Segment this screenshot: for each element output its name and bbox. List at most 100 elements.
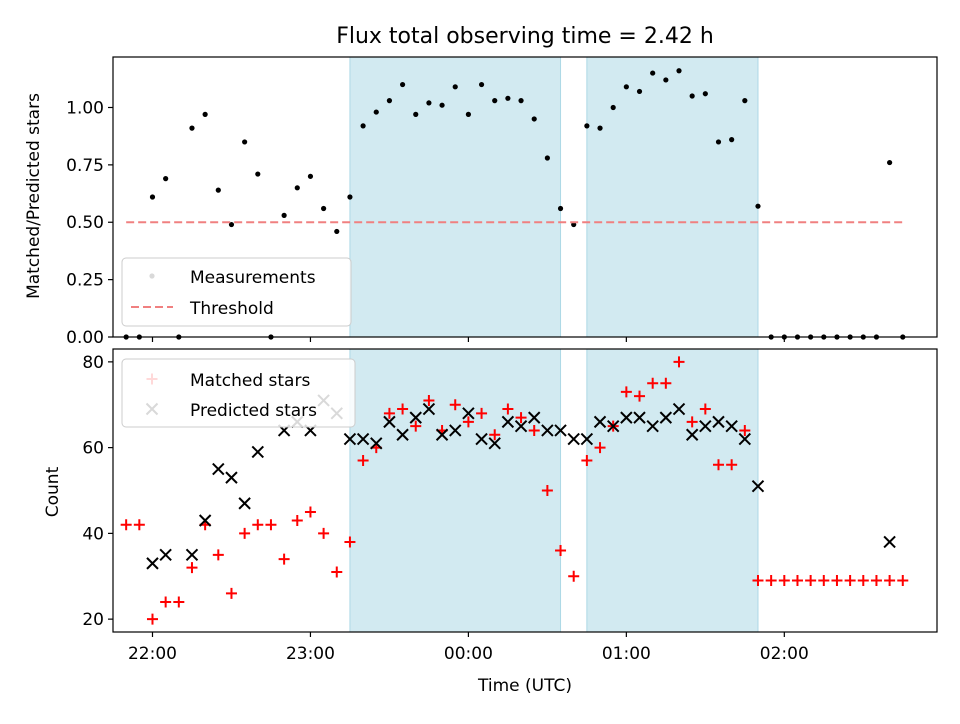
matched-star-point	[318, 527, 330, 539]
matched-star-point	[726, 459, 738, 471]
predicted-star-point	[738, 432, 752, 446]
x-tick-label: 01:00	[602, 644, 651, 664]
measurement-point	[729, 137, 735, 143]
predicted-star-point	[751, 480, 765, 493]
y-tick-label: 40	[82, 524, 104, 544]
measurement-point	[439, 102, 445, 108]
predicted-star-point	[422, 402, 436, 416]
y-tick-label: 0.50	[66, 213, 104, 233]
data-layer	[120, 68, 909, 625]
predicted-star-point	[685, 428, 699, 441]
matched-star-point	[423, 394, 435, 406]
matched-star-point	[146, 613, 158, 625]
predicted-star-point	[606, 419, 620, 433]
matched-star-point	[673, 356, 685, 368]
measurement-point	[597, 125, 603, 131]
y-tick-label: 0.00	[66, 328, 104, 348]
measurement-point	[426, 100, 432, 106]
shaded-intervals	[349, 56, 759, 633]
predicted-star-point	[238, 497, 251, 510]
y-tick-label: 60	[82, 439, 104, 459]
matched-star-point	[120, 519, 132, 531]
predicted-star-point	[672, 402, 686, 416]
matched-star-point	[660, 377, 672, 389]
predicted-star-point	[370, 437, 383, 450]
predicted-star-point	[475, 432, 488, 446]
matched-star-point	[265, 519, 277, 531]
matched-star-point	[239, 527, 251, 539]
y-axis-label-top: Matched/Predicted stars	[24, 93, 44, 299]
matched-star-point	[791, 575, 803, 587]
measurement-point	[623, 84, 629, 90]
predicted-star-point	[159, 548, 172, 562]
matched-star-point	[581, 454, 593, 466]
measurement-point	[413, 111, 419, 117]
measurement-point	[294, 185, 300, 191]
measurement-point	[689, 93, 695, 99]
measurement-point	[557, 205, 564, 212]
x-tick-label: 02:00	[760, 644, 809, 664]
matched-star-point	[502, 403, 514, 415]
measurement-point	[373, 109, 379, 115]
matched-star-point	[765, 575, 777, 587]
measurement-point	[452, 84, 458, 90]
matched-star-point	[818, 575, 830, 587]
x-tick-label: 23:00	[286, 644, 335, 664]
matched-star-point	[647, 377, 659, 389]
x-tick-label: 22:00	[128, 644, 177, 664]
legend-label-measurements: Measurements	[190, 268, 316, 288]
matched-star-point	[568, 570, 580, 582]
measurement-point	[518, 98, 524, 104]
matched-star-point	[528, 424, 540, 436]
matched-star-point	[291, 515, 303, 527]
y-tick-label: 0.25	[66, 271, 104, 291]
matched-star-point	[541, 485, 553, 496]
ticks-layer: 0.00 0.25 0.50 0.75 1.00 20 40 60 80 22:00 23:00 00…	[66, 98, 809, 664]
measurement-point	[492, 98, 498, 104]
y-tick-label: 1.00	[66, 98, 104, 118]
matched-star-point	[278, 553, 290, 565]
axes-layer	[112, 56, 938, 633]
matched-star-point	[397, 403, 409, 415]
matched-star-point	[515, 412, 527, 424]
shaded-interval	[349, 348, 562, 633]
matched-star-point	[857, 575, 869, 587]
measurement-point	[307, 173, 314, 179]
measurement-point	[399, 81, 406, 88]
matched-star-point	[712, 459, 724, 471]
measurement-point	[321, 205, 327, 212]
measurement-point	[386, 98, 393, 104]
chart-title: Flux total observing time = 2.42 h	[336, 24, 714, 49]
matched-star-point	[699, 403, 711, 415]
predicted-star-point	[251, 445, 264, 459]
matched-star-point	[897, 575, 909, 587]
y-tick-label: 0.75	[66, 156, 104, 176]
predicted-star-point	[659, 411, 673, 424]
matched-star-point	[752, 575, 764, 587]
predicted-star-point	[514, 419, 528, 433]
measurement-point	[584, 123, 590, 129]
measurement-point	[163, 176, 169, 182]
matched-star-point	[831, 575, 843, 587]
predicted-star-point	[541, 424, 554, 437]
matched-star-point	[383, 407, 395, 419]
predicted-star-point	[462, 407, 475, 420]
predicted-star-point	[343, 432, 357, 446]
predicted-star-point	[593, 415, 607, 429]
matched-star-point	[133, 519, 145, 531]
measurement-point	[189, 125, 195, 131]
measurement-point	[610, 104, 616, 111]
predicted-star-point	[435, 428, 449, 441]
legend-label-matched: Matched stars	[190, 371, 310, 391]
predicted-star-point	[883, 535, 896, 549]
matched-star-point	[160, 596, 172, 608]
predicted-star-point	[633, 411, 646, 424]
measurement-point	[887, 159, 893, 166]
matched-star-point	[357, 454, 369, 466]
y-axis-label-bottom: Count	[43, 466, 63, 517]
measurement-point	[347, 194, 353, 200]
measurement-point	[702, 91, 708, 97]
measurement-point	[334, 228, 340, 235]
x-tick-label: 00:00	[444, 644, 493, 664]
